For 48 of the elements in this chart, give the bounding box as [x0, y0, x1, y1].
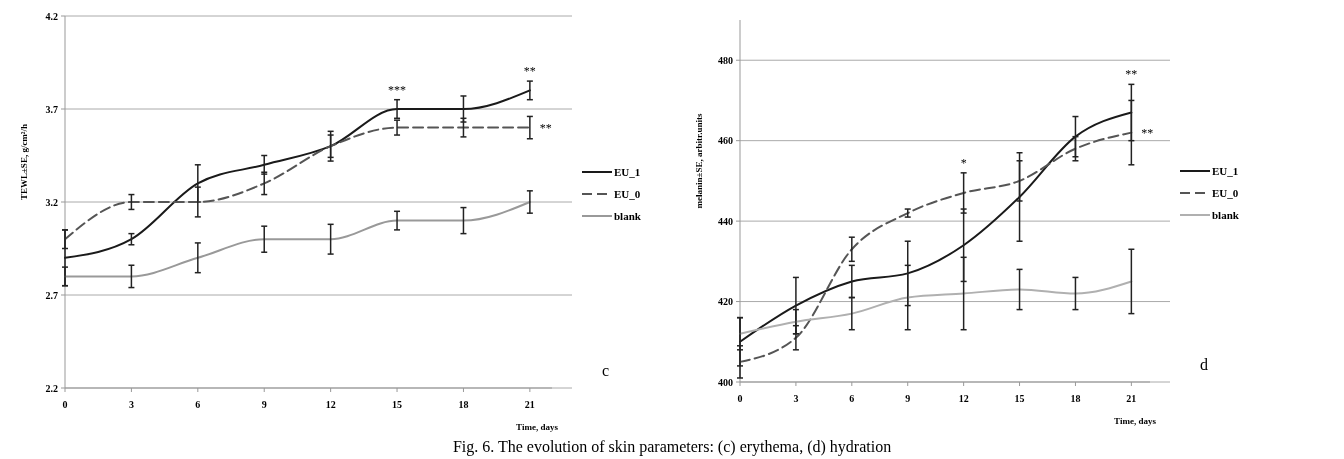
x-tick-label: 0: [737, 393, 743, 404]
line-series: [739, 131, 1133, 363]
y-tick-label: 440: [718, 215, 733, 227]
y-tick-label: 3.7: [45, 103, 58, 115]
x-tick-label: 15: [1014, 393, 1025, 404]
x-tick-label: 3: [793, 393, 799, 404]
legend-label: blank: [1212, 208, 1240, 221]
x-tick-label: 9: [261, 399, 267, 410]
annotation: **: [539, 120, 552, 135]
x-tick-label: 6: [195, 399, 201, 410]
legend-label: blank: [614, 209, 642, 222]
y-tick-label: 3.2: [45, 196, 58, 208]
y-tick-label: 400: [718, 376, 733, 388]
annotation: **: [1141, 125, 1154, 140]
legend-label: EU_0: [1212, 186, 1239, 199]
text: c: [602, 362, 610, 379]
legend-label: EU_0: [614, 187, 641, 200]
annotation: ***: [388, 82, 407, 97]
caption: Fig. 6. The evolution of skin parameters: (c) erythema, (d) hydration: [452, 438, 892, 456]
line-series: [64, 201, 531, 278]
x-axis-title: Time, days: [516, 422, 559, 432]
x-tick-label: 3: [128, 399, 134, 410]
y-tick-label: 480: [718, 54, 733, 66]
annotation: **: [1125, 67, 1138, 82]
annotation: **: [523, 64, 536, 79]
legend-label: EU_1: [1212, 164, 1239, 177]
x-tick-label: 12: [958, 393, 969, 404]
legend-label: EU_1: [614, 165, 641, 178]
x-tick-label: 9: [905, 393, 911, 404]
x-tick-label: 18: [1070, 393, 1081, 404]
x-tick-label: 0: [62, 399, 68, 410]
x-axis-title: Time, days: [1114, 416, 1157, 426]
y-tick-label: 2.2: [45, 382, 58, 394]
y-tick-label: 420: [718, 296, 733, 308]
y-tick-label: 4.2: [45, 10, 58, 22]
x-tick-label: 12: [325, 399, 336, 410]
y-tick-label: 460: [718, 135, 733, 147]
text: d: [1200, 356, 1208, 373]
x-tick-label: 21: [524, 399, 535, 410]
y-axis-title: melanin±SE, arbitr.units: [694, 113, 704, 209]
annotation: *: [960, 155, 967, 170]
y-tick-label: 2.7: [45, 289, 58, 301]
x-tick-label: 15: [392, 399, 403, 410]
x-tick-label: 18: [458, 399, 469, 410]
x-tick-label: 6: [849, 393, 855, 404]
x-tick-label: 21: [1126, 393, 1137, 404]
line-series: [64, 126, 531, 241]
y-axis-title: TEWL±SE, g/cm²/h: [19, 123, 29, 201]
